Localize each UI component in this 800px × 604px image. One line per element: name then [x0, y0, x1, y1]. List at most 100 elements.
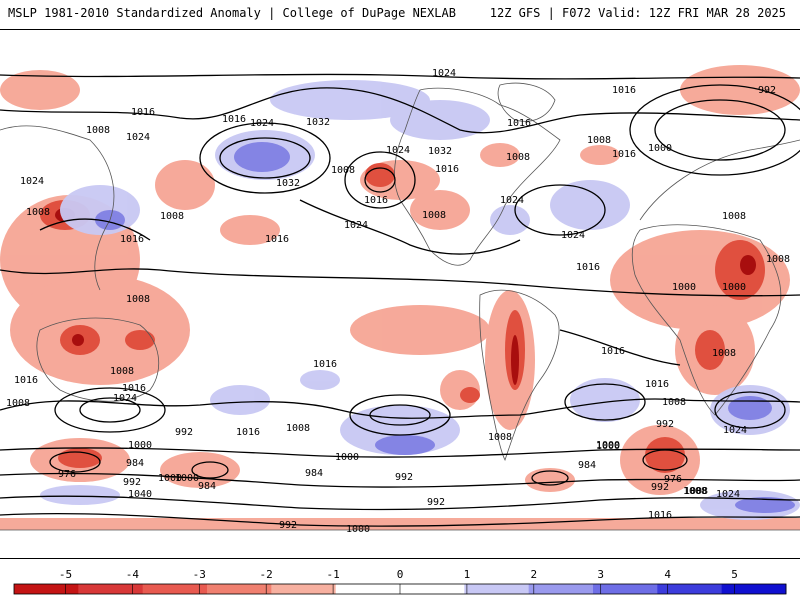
- isobar-label: 1000: [335, 452, 359, 463]
- map-svg: 1024 1016 1008 1024 1016 1024 1032 1032 …: [0, 65, 800, 535]
- isobar-label: 976: [664, 474, 682, 485]
- colorbar-segment: [593, 584, 658, 594]
- colorbar-tick-label: 5: [731, 568, 738, 581]
- colorbar-tick-label: 3: [597, 568, 604, 581]
- strong-positive-anomaly-shading: [95, 142, 795, 513]
- colorbar-segment: [78, 584, 144, 594]
- isobar-label: 1008: [160, 211, 184, 222]
- isobar-label: 1016: [14, 375, 38, 386]
- isobar-label: 1008: [712, 348, 736, 359]
- isobar-label: 976: [58, 469, 76, 480]
- isobar-label: 1032: [276, 178, 300, 189]
- isobar-label: 1024: [723, 425, 747, 436]
- coastlines: [0, 82, 800, 531]
- anomaly-colorbar: -5 -4 -3 -2 -1 0 1 2 3 4 5: [0, 560, 800, 600]
- colorbar-tick-label: 0: [397, 568, 404, 581]
- isobar-label: 1016: [507, 118, 531, 129]
- isobar-label: 1024: [20, 176, 44, 187]
- isobar-label: 1000: [175, 473, 199, 484]
- isobar-label: 1008: [488, 432, 512, 443]
- isobar-label: 1016: [435, 164, 459, 175]
- isobar-label: 1024: [716, 489, 740, 500]
- isobar-label: 1024: [126, 132, 150, 143]
- isobar-label: 1016: [612, 85, 636, 96]
- colorbar-svg: -5 -4 -3 -2 -1 0 1 2 3 4 5: [13, 568, 787, 595]
- isobar-label: 992: [427, 497, 445, 508]
- colorbar-segment: [400, 584, 465, 594]
- colorbar-tick-label: -5: [59, 568, 72, 581]
- isobar-label: 1024: [113, 393, 137, 404]
- isobar-label: 1016: [222, 114, 246, 125]
- anomaly-map: 1024 1016 1008 1024 1016 1024 1032 1032 …: [0, 29, 800, 559]
- isobar-label: 1008: [110, 366, 134, 377]
- colorbar-segment: [207, 584, 272, 594]
- isobar-label: 1024: [250, 118, 274, 129]
- isobar-label: 1024: [561, 230, 585, 241]
- isobar-label: 1008: [662, 397, 686, 408]
- colorbar-tick-label: -1: [326, 568, 339, 581]
- colorbar-segment: [464, 584, 530, 594]
- colorbar-segment: [721, 584, 787, 594]
- isobar-label: 992: [758, 85, 776, 96]
- isobar-label: 1016: [576, 262, 600, 273]
- colorbar-segment: [142, 584, 208, 594]
- isobar-label: 1008: [331, 165, 355, 176]
- colorbar-tick-label: -2: [260, 568, 273, 581]
- isobar-label: 1008: [26, 207, 50, 218]
- isobar-label: 1008: [6, 398, 30, 409]
- isobar-label: 1008: [587, 135, 611, 146]
- isobar-label: 1016: [265, 234, 289, 245]
- isobar-label: 1000: [158, 473, 182, 484]
- isobar-label: 1016: [601, 346, 625, 357]
- isobar-label: 1016: [612, 149, 636, 160]
- isobar-label: 1008: [506, 152, 530, 163]
- isobar-label: 1000: [648, 143, 672, 154]
- colorbar-tick-label: -4: [126, 568, 140, 581]
- isobar-label: 992: [656, 419, 674, 430]
- isobar-label: 1008: [683, 486, 707, 497]
- isobar-label: 1024: [500, 195, 524, 206]
- isobar-label: 1008: [126, 294, 150, 305]
- isobar-label: 1000: [672, 282, 696, 293]
- isobar-label: 1016: [122, 383, 146, 394]
- isobar-label: 1008: [766, 254, 790, 265]
- colorbar-segment: [657, 584, 723, 594]
- isobar-label: 1000: [596, 441, 620, 452]
- isobars: [0, 73, 800, 527]
- isobar-label: 1016: [648, 510, 672, 521]
- isobar-label: 992: [279, 520, 297, 531]
- model-run-info: 12Z GFS | F072 Valid: 12Z FRI MAR 28 202…: [489, 6, 786, 20]
- colorbar-tick-label: 2: [531, 568, 538, 581]
- colorbar-tick-label: -3: [193, 568, 206, 581]
- colorbar-tick-label: 4: [664, 568, 671, 581]
- colorbar-segment: [528, 584, 594, 594]
- isobar-label: 992: [175, 427, 193, 438]
- isobar-label: 984: [198, 481, 216, 492]
- colorbar-segment: [335, 584, 401, 594]
- isobar-labels: 1024 1016 1008 1024 1016 1024 1032 1032 …: [6, 68, 790, 535]
- isobar-label: 1008: [684, 486, 708, 497]
- isobar-label: 992: [651, 482, 669, 493]
- isobar-label: 992: [395, 472, 413, 483]
- isobar-label: 992: [123, 477, 141, 488]
- isobar-label: 1024: [386, 145, 410, 156]
- colorbar-segment: [14, 584, 79, 594]
- isobar-label: 984: [305, 468, 323, 479]
- isobar-label: 1008: [722, 211, 746, 222]
- isobar-label: 1016: [313, 359, 337, 370]
- isobar-label: 1040: [128, 489, 152, 500]
- isobar-label: 1016: [120, 234, 144, 245]
- colorbar-segment: [271, 584, 337, 594]
- isobar-label: 1008: [86, 125, 110, 136]
- isobar-label: 984: [126, 458, 144, 469]
- isobar-label: 984: [578, 460, 596, 471]
- isobar-label: 1016: [131, 107, 155, 118]
- isobar-label: 1008: [422, 210, 446, 221]
- isobar-label: 1016: [364, 195, 388, 206]
- isobar-label: 1024: [344, 220, 368, 231]
- isobar-label: 1016: [236, 427, 260, 438]
- extreme-negative-anomaly-shading: [55, 208, 756, 385]
- isobar-label: 1032: [306, 117, 330, 128]
- isobar-label: 1008: [286, 423, 310, 434]
- isobar-label: 1024: [432, 68, 456, 79]
